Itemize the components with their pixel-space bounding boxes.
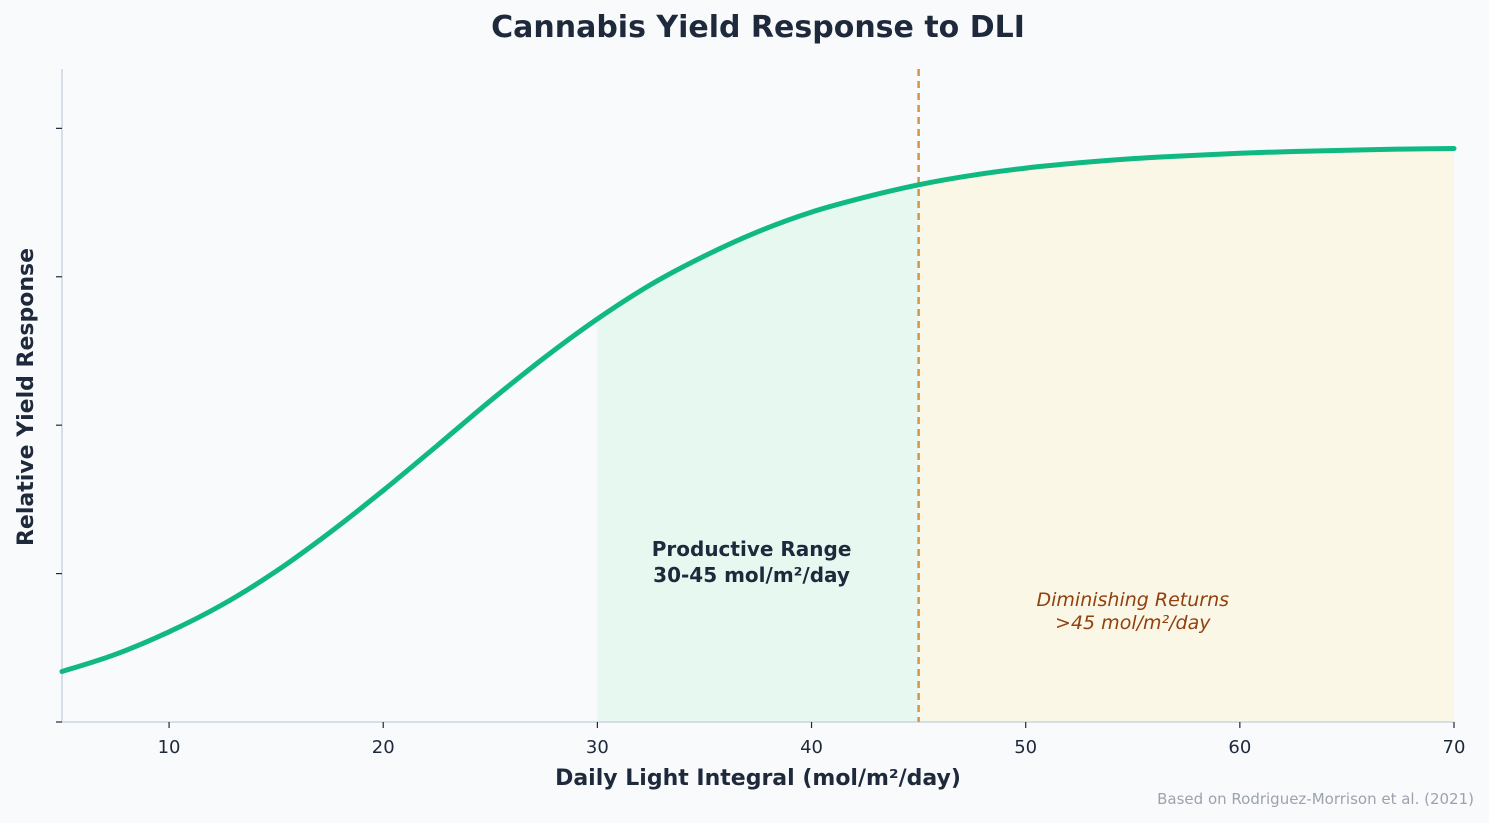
x-tick-label: 10 (158, 737, 181, 758)
shaded-region-1 (597, 184, 919, 723)
x-tick-label: 40 (800, 737, 823, 758)
chart-title: Cannabis Yield Response to DLI (491, 10, 1025, 45)
x-tick-label: 70 (1443, 737, 1466, 758)
regions-layer (597, 148, 1454, 723)
x-axis-label: Daily Light Integral (mol/m²/day) (555, 766, 961, 791)
annotation-2-line-1: Diminishing Returns (1037, 589, 1230, 611)
source-note: Based on Rodriguez-Morrison et al. (2021… (1157, 790, 1474, 808)
y-axis-label: Relative Yield Response (14, 248, 39, 546)
x-tick-label: 50 (1014, 737, 1037, 758)
x-tick-label: 30 (586, 737, 609, 758)
x-tick-label: 60 (1228, 737, 1251, 758)
annotation-1-line-2: 30-45 mol/m²/day (653, 563, 850, 587)
annotation-2-line-2: >45 mol/m²/day (1055, 612, 1211, 634)
shaded-region-2 (918, 148, 1454, 722)
x-tick-label: 20 (372, 737, 395, 758)
axes-layer: 10 20 30 40 50 60 70 (56, 69, 1465, 758)
line-layer (59, 146, 1457, 674)
yield-curve (59, 146, 1457, 674)
annotation-1-line-1: Productive Range (652, 537, 852, 561)
